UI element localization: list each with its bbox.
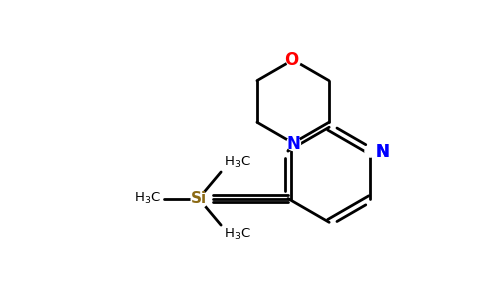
Text: $\mathregular{H_3C}$: $\mathregular{H_3C}$ xyxy=(224,227,251,242)
Text: O: O xyxy=(284,51,298,69)
Text: N: N xyxy=(375,143,389,161)
Text: N: N xyxy=(286,135,300,153)
Text: $\mathregular{H_3C}$: $\mathregular{H_3C}$ xyxy=(134,191,161,206)
Text: Si: Si xyxy=(191,191,207,206)
Text: $\mathregular{H_3C}$: $\mathregular{H_3C}$ xyxy=(224,155,251,170)
Text: N: N xyxy=(375,143,389,161)
